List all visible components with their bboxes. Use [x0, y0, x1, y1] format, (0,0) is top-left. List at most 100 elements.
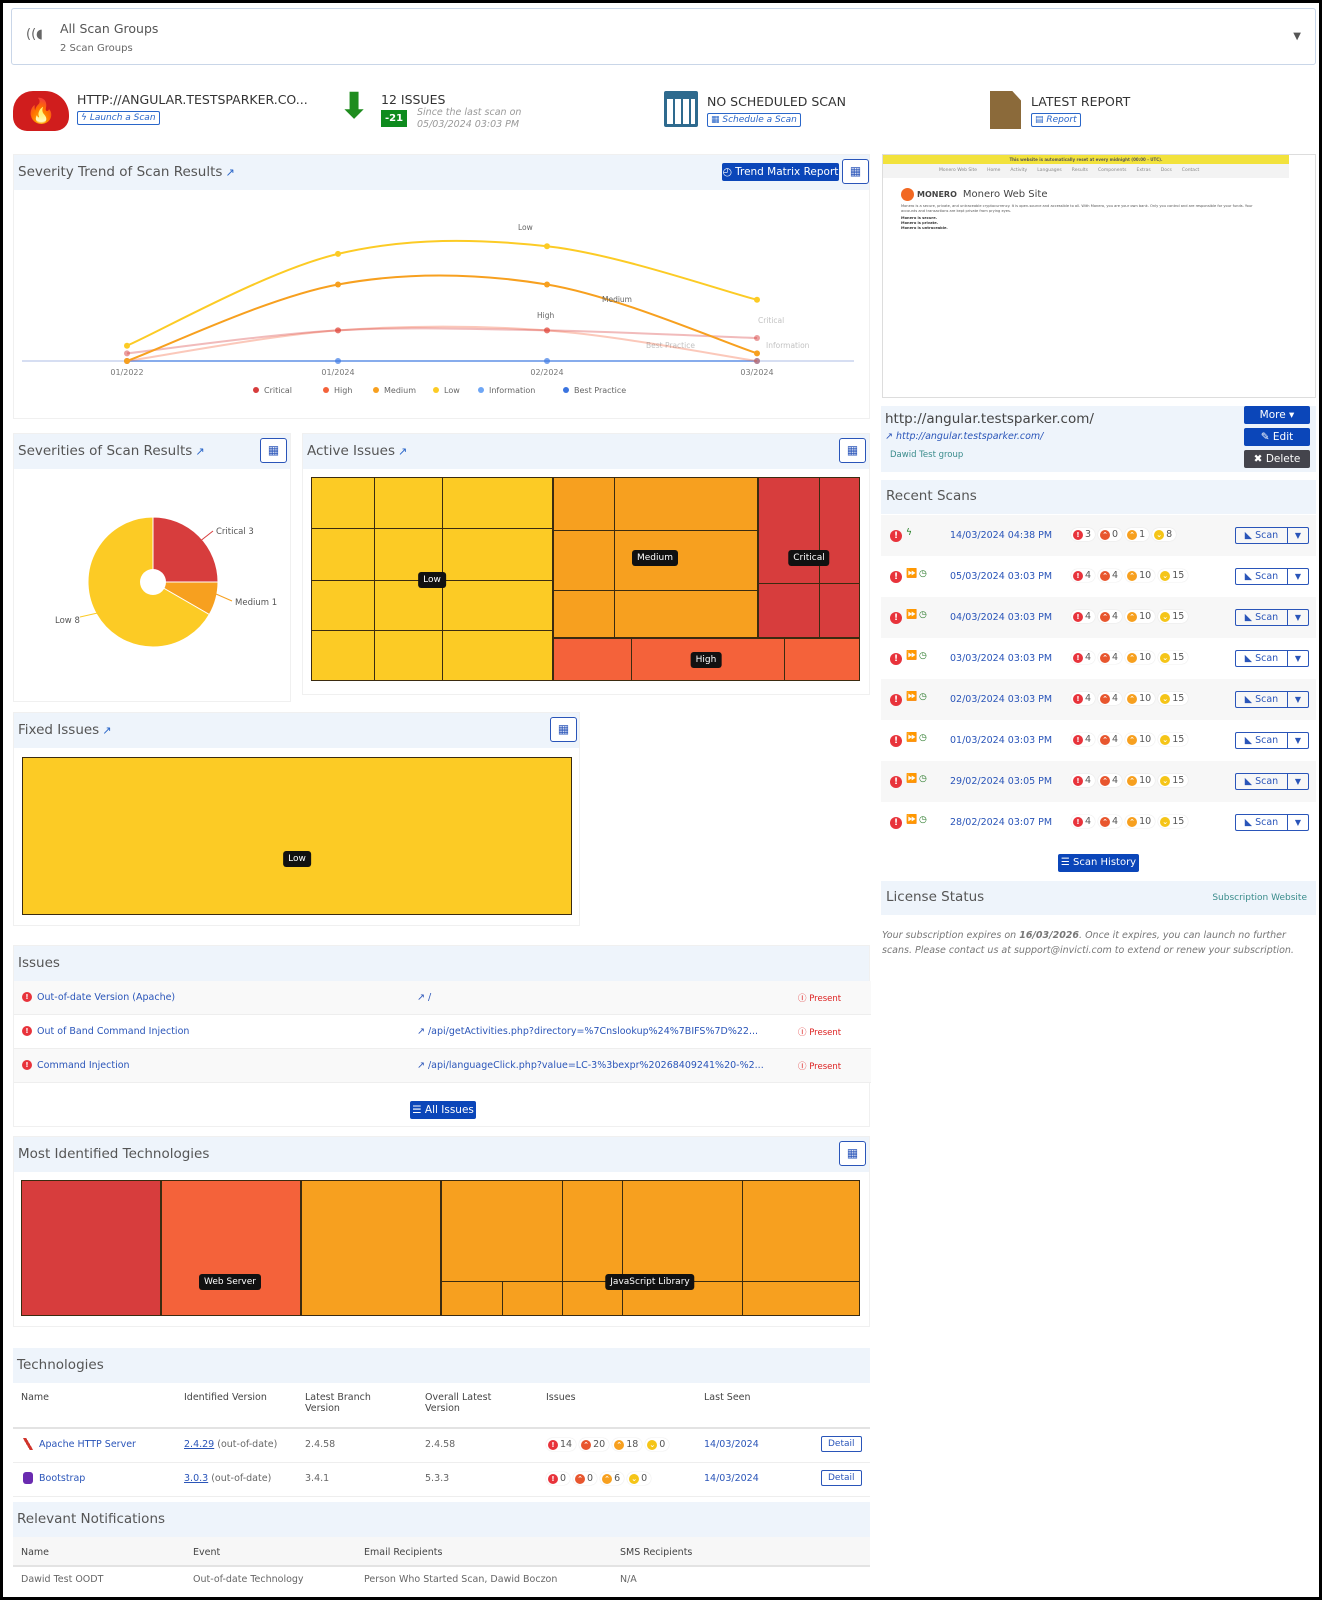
- issue-row[interactable]: ! Command Injection ↗ /api/languageClick…: [14, 1049, 871, 1083]
- scan-button[interactable]: ◣ Scan: [1236, 815, 1288, 830]
- external-link-icon[interactable]: ↗: [225, 166, 235, 179]
- scan-date-link[interactable]: 02/03/2024 03:03 PM: [950, 694, 1053, 705]
- data-point: [335, 358, 341, 364]
- scan-dropdown-toggle[interactable]: ▼: [1294, 572, 1302, 581]
- legend-item[interactable]: Information: [489, 386, 535, 395]
- treemap-tech-web-server[interactable]: [161, 1180, 301, 1316]
- schedule-scan-button[interactable]: ▦ Schedule a Scan: [707, 113, 801, 127]
- detail-button[interactable]: Detail: [821, 1470, 862, 1486]
- severity-trend-panel: Severity Trend of Scan Results ↗ ◴ Trend …: [13, 154, 870, 419]
- treemap-tech-3[interactable]: [301, 1180, 441, 1316]
- severity-badge: ⌄ 15: [1158, 692, 1189, 705]
- scan-button[interactable]: ◣ Scan: [1236, 733, 1288, 748]
- chevron-down-icon[interactable]: ▼: [1293, 31, 1301, 42]
- legend-marker: [373, 387, 379, 393]
- launch-scan-button[interactable]: ϟ Launch a Scan: [77, 111, 160, 125]
- scan-date-link[interactable]: 01/03/2024 03:03 PM: [950, 735, 1053, 746]
- table-view-button[interactable]: ▦: [839, 438, 866, 463]
- issue-url[interactable]: ↗ /api/getActivities.php?directory=%7Cns…: [417, 1026, 759, 1037]
- more-button[interactable]: More ▾: [1244, 406, 1310, 424]
- scan-dropdown-toggle[interactable]: ▼: [1294, 777, 1302, 786]
- legend-item[interactable]: Medium: [384, 386, 416, 395]
- series-annotation: Medium: [602, 295, 632, 304]
- scan-button[interactable]: ◣ Scan: [1236, 692, 1288, 707]
- critical-icon: !: [890, 612, 902, 624]
- issue-name[interactable]: Out-of-date Version (Apache): [37, 992, 176, 1003]
- treemap-tech-1[interactable]: [21, 1180, 161, 1316]
- all-issues-button[interactable]: ☰ All Issues: [410, 1101, 476, 1119]
- external-link-icon[interactable]: ↗: [102, 724, 112, 737]
- scan-dropdown-toggle[interactable]: ▼: [1294, 736, 1302, 745]
- technology-name[interactable]: Bootstrap: [39, 1473, 86, 1484]
- scan-history-button[interactable]: ☰ Scan History: [1058, 854, 1139, 872]
- external-link-icon[interactable]: ↗: [398, 445, 408, 458]
- scan-button[interactable]: ◣ Scan: [1236, 569, 1288, 584]
- severity-badge: ⌃ 20: [579, 1438, 610, 1451]
- scan-button[interactable]: ◣ Scan: [1236, 528, 1288, 543]
- scan-dropdown-toggle[interactable]: ▼: [1294, 531, 1302, 540]
- table-view-button[interactable]: ▦: [260, 438, 287, 463]
- detail-button[interactable]: Detail: [821, 1436, 862, 1452]
- edit-button[interactable]: ✎ Edit: [1244, 428, 1310, 446]
- external-link-icon[interactable]: ↗: [195, 445, 205, 458]
- treemap-tech-javascript-library[interactable]: [441, 1180, 860, 1316]
- delete-button[interactable]: ✖ Delete: [1244, 450, 1310, 468]
- issue-name[interactable]: Command Injection: [37, 1060, 130, 1071]
- schedule-title: NO SCHEDULED SCAN: [707, 94, 846, 109]
- series-line-high: [126, 325, 758, 362]
- issue-row[interactable]: ! Out of Band Command Injection ↗ /api/g…: [14, 1015, 871, 1049]
- website-preview[interactable]: This website is automatically reset at e…: [882, 154, 1316, 398]
- scan-date-link[interactable]: 03/03/2024 03:03 PM: [950, 653, 1053, 664]
- severity-count: 0: [659, 1439, 666, 1450]
- issue-name[interactable]: Out of Band Command Injection: [37, 1026, 190, 1037]
- scan-date-link[interactable]: 05/03/2024 03:03 PM: [950, 571, 1053, 582]
- scan-dropdown-toggle[interactable]: ▼: [1294, 818, 1302, 827]
- identified-version-link[interactable]: 2.4.29: [184, 1439, 215, 1450]
- scan-group-selector[interactable]: ((◖ All Scan Groups 2 Scan Groups ▼: [11, 8, 1316, 65]
- technology-name[interactable]: Apache HTTP Server: [39, 1439, 136, 1450]
- table-view-button[interactable]: ▦: [839, 1141, 866, 1166]
- table-view-button[interactable]: ▦: [842, 159, 869, 184]
- monero-logo-icon: [901, 188, 914, 201]
- target-link[interactable]: ↗ http://angular.testsparker.com/: [885, 431, 1044, 442]
- apache-feather-icon: [23, 1438, 33, 1450]
- critical-icon: !: [22, 992, 32, 1002]
- scan-button[interactable]: ◣ Scan: [1236, 610, 1288, 625]
- report-button[interactable]: ▤ Report: [1031, 113, 1081, 127]
- severity-count: 10: [1139, 611, 1152, 622]
- severity-count: 4: [1112, 611, 1119, 622]
- scan-button[interactable]: ◣ Scan: [1236, 774, 1288, 789]
- issue-url[interactable]: ↗ /: [417, 992, 432, 1003]
- scan-waves-icon: ((◖: [26, 27, 43, 42]
- scan-dropdown-toggle[interactable]: ▼: [1294, 613, 1302, 622]
- pie-slice-critical[interactable]: [152, 516, 219, 583]
- clock-icon: ◷: [919, 610, 927, 620]
- legend-item[interactable]: Best Practice: [574, 386, 626, 395]
- fixed-treemap-low[interactable]: [22, 757, 572, 915]
- data-point: [544, 243, 550, 250]
- identified-version-link[interactable]: 3.0.3: [184, 1473, 209, 1484]
- issue-url[interactable]: ↗ /api/languageClick.php?value=LC-3%3bex…: [417, 1060, 764, 1071]
- severity-badge: ⌃ 0: [573, 1472, 598, 1485]
- legend-item[interactable]: Low: [444, 386, 460, 395]
- severity-badge: ⌃ 10: [1125, 569, 1156, 582]
- severity-c-icon: !: [1073, 570, 1083, 581]
- scan-date-link[interactable]: 29/02/2024 03:05 PM: [950, 776, 1053, 787]
- treemap-high[interactable]: [553, 638, 860, 681]
- scan-date-link[interactable]: 14/03/2024 04:38 PM: [950, 530, 1053, 541]
- table-view-button[interactable]: ▦: [550, 717, 577, 742]
- scan-date-link[interactable]: 28/02/2024 03:07 PM: [950, 817, 1053, 828]
- severity-count: 10: [1139, 775, 1152, 786]
- legend-item[interactable]: Critical: [264, 386, 292, 395]
- trend-matrix-report-button[interactable]: ◴ Trend Matrix Report: [722, 163, 839, 181]
- recent-scan-row: ! ⏩ ◷ 28/02/2024 03:07 PM ! 4 ⌃ 4 ⌃ 10 ⌄ 15 ◣ S…: [881, 802, 1316, 843]
- scan-date-link[interactable]: 04/03/2024 03:03 PM: [950, 612, 1053, 623]
- legend-item[interactable]: High: [334, 386, 352, 395]
- scan-button[interactable]: ◣ Scan: [1236, 651, 1288, 666]
- subscription-website-link[interactable]: Subscription Website: [1212, 893, 1307, 903]
- pie-label-medium: Medium 1: [235, 598, 278, 608]
- scan-dropdown-toggle[interactable]: ▼: [1294, 654, 1302, 663]
- issue-row[interactable]: ! Out-of-date Version (Apache) ↗ / Ⓘ Pre…: [14, 981, 871, 1015]
- scan-dropdown-toggle[interactable]: ▼: [1294, 695, 1302, 704]
- severity-m-icon: ⌃: [1127, 693, 1138, 704]
